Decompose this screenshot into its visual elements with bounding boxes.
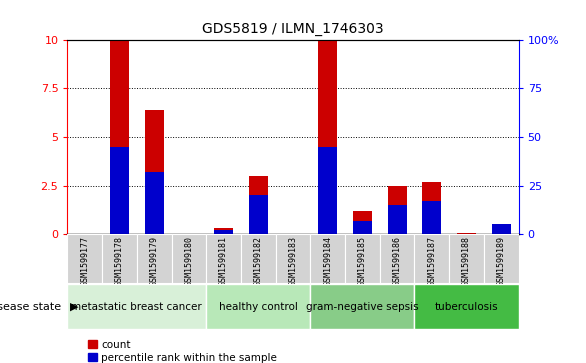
FancyBboxPatch shape [241,234,275,283]
FancyBboxPatch shape [311,234,345,283]
Text: tuberculosis: tuberculosis [435,302,498,312]
FancyBboxPatch shape [67,284,206,329]
FancyBboxPatch shape [67,234,102,283]
FancyBboxPatch shape [345,234,380,283]
Text: GSM1599184: GSM1599184 [323,236,332,286]
FancyBboxPatch shape [380,234,414,283]
FancyBboxPatch shape [311,284,414,329]
Text: GSM1599189: GSM1599189 [497,236,506,286]
Bar [423,182,441,234]
Text: GSM1599177: GSM1599177 [80,236,89,286]
Text: GSM1599185: GSM1599185 [358,236,367,286]
Text: gram-negative sepsis: gram-negative sepsis [306,302,419,312]
Text: ▶: ▶ [70,302,79,312]
Bar [145,172,163,234]
Bar [353,221,372,234]
Bar [145,110,163,234]
Bar [110,40,129,234]
Text: GSM1599178: GSM1599178 [115,236,124,286]
Bar [214,228,233,234]
FancyBboxPatch shape [275,234,311,283]
Text: GSM1599179: GSM1599179 [149,236,159,286]
Bar [492,224,511,234]
Bar [423,201,441,234]
Text: GSM1599180: GSM1599180 [185,236,193,286]
Bar [318,147,338,234]
Text: GSM1599187: GSM1599187 [427,236,437,286]
FancyBboxPatch shape [102,234,137,283]
FancyBboxPatch shape [172,234,206,283]
Text: disease state: disease state [0,302,62,312]
FancyBboxPatch shape [484,234,519,283]
Bar [457,233,476,234]
Text: metastatic breast cancer: metastatic breast cancer [71,302,202,312]
FancyBboxPatch shape [206,234,241,283]
Bar [248,176,268,234]
Bar [387,205,407,234]
Text: GSM1599183: GSM1599183 [288,236,298,286]
FancyBboxPatch shape [206,284,311,329]
FancyBboxPatch shape [414,284,519,329]
Text: GSM1599186: GSM1599186 [393,236,401,286]
Bar [387,185,407,234]
Bar [353,211,372,234]
FancyBboxPatch shape [449,234,484,283]
Text: GSM1599181: GSM1599181 [219,236,228,286]
Bar [248,195,268,234]
FancyBboxPatch shape [137,234,172,283]
Text: GSM1599188: GSM1599188 [462,236,471,286]
Legend: count, percentile rank within the sample: count, percentile rank within the sample [84,335,281,363]
Text: GSM1599182: GSM1599182 [254,236,263,286]
FancyBboxPatch shape [414,234,449,283]
Bar [318,40,338,234]
Bar [110,147,129,234]
Text: healthy control: healthy control [219,302,298,312]
Title: GDS5819 / ILMN_1746303: GDS5819 / ILMN_1746303 [202,22,384,36]
Bar [214,230,233,234]
